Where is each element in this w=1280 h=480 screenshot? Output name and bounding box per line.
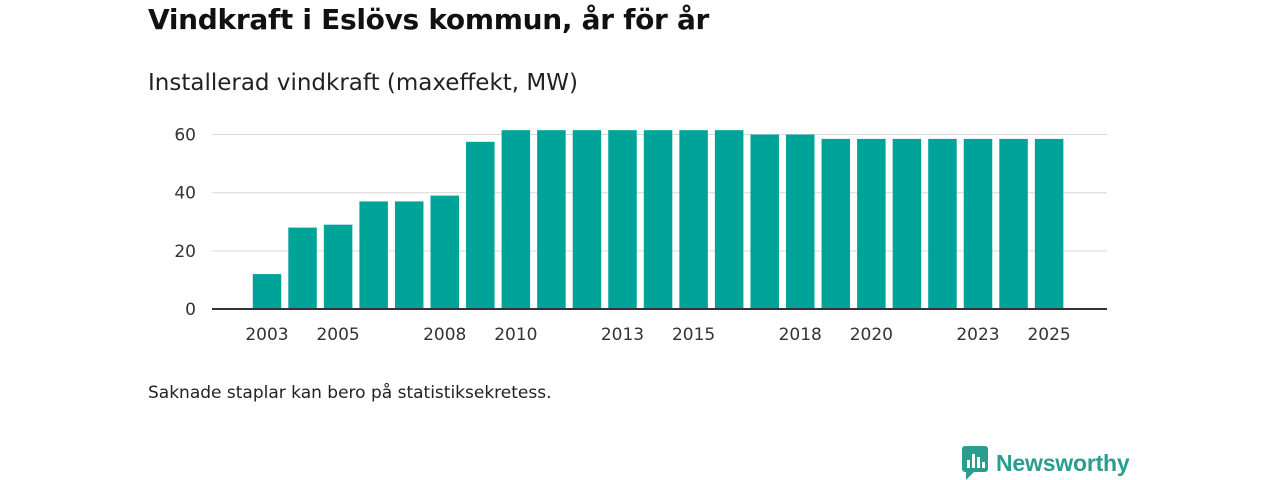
x-tick-label: 2025 <box>1027 325 1070 345</box>
y-tick-label: 20 <box>174 242 196 262</box>
bar-chart: 0 20 40 60 2003 2005 2008 2010 2013 2015 2018 2020 2… <box>174 126 1107 345</box>
bar <box>323 224 353 309</box>
bar <box>750 134 779 309</box>
bar <box>608 130 637 309</box>
y-tick-label: 40 <box>174 184 196 204</box>
bar <box>288 227 317 309</box>
bar <box>430 195 459 309</box>
chart-title: Vindkraft i Eslövs kommun, år för år <box>148 3 710 36</box>
x-tick-label: 2020 <box>850 325 893 345</box>
bar <box>714 130 744 309</box>
x-tick-label: 2015 <box>672 325 715 345</box>
x-tick-label: 2013 <box>601 325 644 345</box>
newsworthy-logo-icon <box>962 446 988 480</box>
bar <box>359 201 388 309</box>
y-tick-label: 0 <box>185 300 196 320</box>
bar <box>999 138 1028 309</box>
x-tick-label: 2005 <box>316 325 359 345</box>
y-tick-label: 60 <box>174 126 196 146</box>
bar <box>1034 138 1064 309</box>
bar <box>466 141 495 309</box>
bar <box>821 138 851 309</box>
x-tick-label: 2008 <box>423 325 466 345</box>
bar <box>394 201 424 309</box>
bar <box>786 134 815 309</box>
x-tick-label: 2003 <box>245 325 288 345</box>
x-tick-label: 2023 <box>956 325 999 345</box>
bar <box>892 138 922 309</box>
bar <box>857 138 886 309</box>
brand-logo: Newsworthy <box>962 446 1130 480</box>
bar <box>252 274 282 309</box>
bar <box>643 130 673 309</box>
bar <box>501 130 531 309</box>
bar <box>537 130 566 309</box>
x-tick-label: 2018 <box>779 325 822 345</box>
x-tick-label: 2010 <box>494 325 537 345</box>
bar <box>572 130 602 309</box>
footnote: Saknade staplar kan bero på statistiksek… <box>148 383 552 403</box>
bar <box>679 130 708 309</box>
brand-name: Newsworthy <box>996 449 1130 476</box>
bar <box>928 138 957 309</box>
bar <box>963 138 993 309</box>
chart-subtitle: Installerad vindkraft (maxeffekt, MW) <box>148 70 578 96</box>
